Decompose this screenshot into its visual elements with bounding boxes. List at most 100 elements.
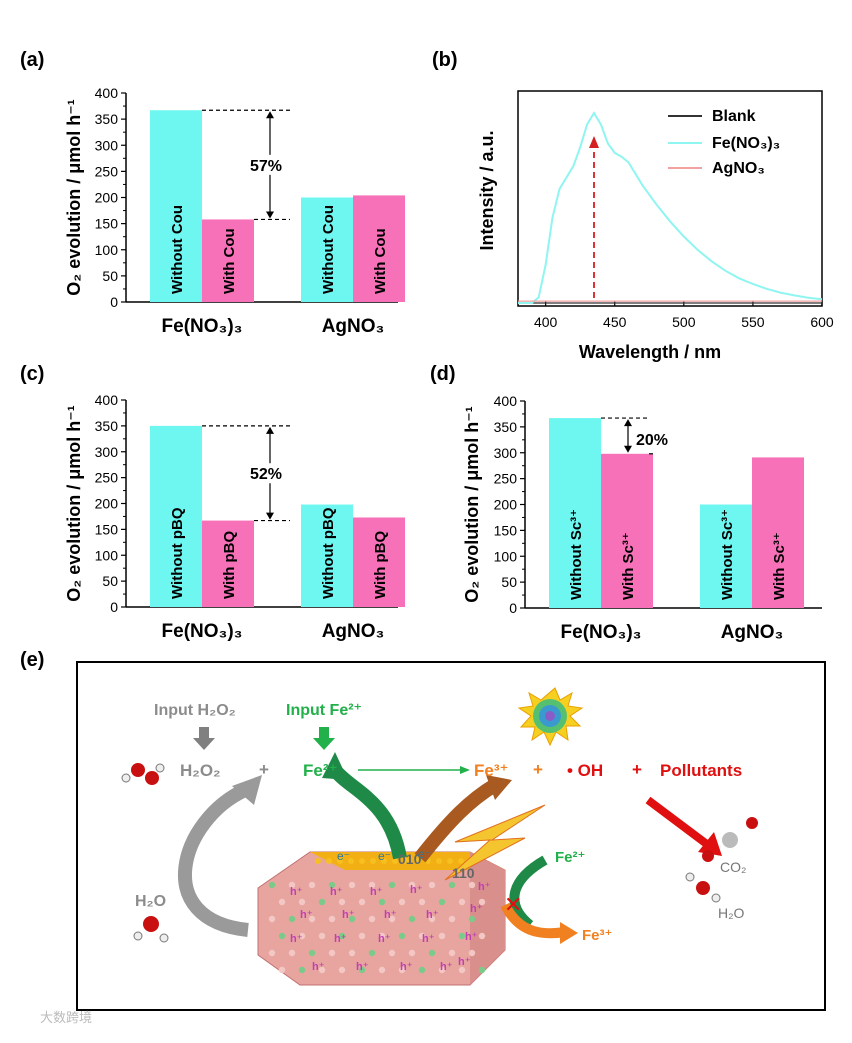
atom-dot bbox=[448, 915, 456, 923]
panel-label-d: (d) bbox=[430, 363, 456, 385]
atom-dot bbox=[448, 949, 456, 957]
electron-label-2: e⁻ bbox=[378, 849, 391, 863]
bar-label: Without Cou bbox=[320, 205, 337, 294]
atom-dot bbox=[288, 915, 296, 923]
y-tick-label: 250 bbox=[95, 470, 119, 486]
x-tick-label: 600 bbox=[810, 314, 834, 330]
atom-dot bbox=[378, 966, 386, 974]
atom-dot bbox=[478, 898, 486, 906]
atom-dot bbox=[318, 898, 326, 906]
h2o-molecule-icon-right bbox=[685, 872, 721, 903]
y-tick-label: 150 bbox=[95, 521, 119, 537]
bar bbox=[301, 197, 353, 302]
bar bbox=[353, 517, 405, 607]
fe2-right-arrow bbox=[509, 855, 548, 929]
annotation-arrowhead bbox=[624, 419, 632, 427]
atom-dot bbox=[308, 915, 316, 923]
annotation-label-bg bbox=[248, 154, 282, 175]
legend-label: Fe(NO₃)₃ bbox=[712, 135, 780, 152]
annotation-arrowhead bbox=[266, 211, 274, 219]
surface-atom-dot bbox=[403, 858, 409, 864]
atom-dot bbox=[468, 915, 476, 923]
annotation-label: 57% bbox=[250, 158, 282, 175]
y-tick-label: 250 bbox=[95, 163, 119, 179]
y-tick-label: 200 bbox=[95, 496, 119, 512]
surface-atom-dot bbox=[326, 858, 332, 864]
bar bbox=[202, 520, 254, 607]
fe3-label: Fe³⁺ bbox=[474, 761, 508, 780]
category-label: Fe(NO₃)₃ bbox=[162, 316, 243, 337]
lightning-icon bbox=[444, 804, 546, 881]
atom-dot bbox=[428, 881, 436, 889]
surface-atom-dot bbox=[315, 858, 321, 864]
atom-dot bbox=[278, 966, 286, 974]
atom-dot bbox=[418, 898, 426, 906]
atom-dot bbox=[418, 966, 426, 974]
panel-label-b: (b) bbox=[432, 49, 458, 71]
atom-dot bbox=[348, 949, 356, 957]
y-tick-label: 50 bbox=[501, 574, 517, 590]
hole-label: h⁺ bbox=[470, 903, 483, 915]
input-fe-arrow bbox=[313, 727, 335, 750]
y-tick-label: 350 bbox=[95, 111, 119, 127]
atom-dot bbox=[398, 898, 406, 906]
bar-label: Without Sc³⁺ bbox=[568, 509, 585, 600]
y-tick-label: 0 bbox=[509, 600, 517, 616]
fe3-right-arrow-head bbox=[560, 922, 578, 944]
hole-label: h⁺ bbox=[400, 961, 413, 973]
sun-icon bbox=[517, 687, 584, 747]
bar bbox=[549, 418, 601, 608]
atom-dot bbox=[368, 915, 376, 923]
hole-label: h⁺ bbox=[334, 933, 347, 945]
x-tick-label: 400 bbox=[534, 314, 558, 330]
atom-dot bbox=[458, 898, 466, 906]
hole-label: h⁺ bbox=[300, 909, 313, 921]
atom-dot bbox=[348, 881, 356, 889]
category-label: Fe(NO₃)₃ bbox=[162, 621, 243, 642]
input-h2o2-arrow bbox=[193, 727, 215, 750]
atom-dot bbox=[448, 881, 456, 889]
atom-dot bbox=[388, 949, 396, 957]
scheme-panel: ✕ bbox=[76, 661, 826, 1011]
hole-label: h⁺ bbox=[422, 933, 435, 945]
hole-label: h⁺ bbox=[312, 961, 325, 973]
bar-label: Without pBQ bbox=[320, 507, 337, 599]
y-axis-title: O₂ evolution / μmol h⁻¹ bbox=[64, 99, 84, 296]
surface-atom-dot bbox=[337, 858, 343, 864]
y-tick-label: 150 bbox=[95, 216, 119, 232]
atom-dot bbox=[478, 966, 486, 974]
bar-label: With Cou bbox=[221, 228, 238, 294]
plus-3: + bbox=[632, 760, 642, 779]
hole-label: h⁺ bbox=[370, 886, 383, 898]
fe2-right-label: Fe²⁺ bbox=[555, 849, 585, 866]
atom-dot bbox=[408, 915, 416, 923]
atom-dot bbox=[348, 915, 356, 923]
atom-dot bbox=[398, 932, 406, 940]
y-tick-label: 400 bbox=[95, 392, 119, 408]
atom-dot bbox=[398, 966, 406, 974]
atom-dot bbox=[368, 881, 376, 889]
y-tick-label: 200 bbox=[494, 497, 518, 513]
bar bbox=[353, 195, 405, 302]
hole-label: h⁺ bbox=[356, 961, 369, 973]
input-fe-label: Input Fe²⁺ bbox=[286, 702, 362, 719]
bar bbox=[150, 425, 202, 607]
atom-dot bbox=[438, 932, 446, 940]
chart-c: 0 50 100 150 200 250 300 350 400 O₂ evolution / μ… bbox=[64, 392, 405, 642]
annotation-arrowhead bbox=[266, 512, 274, 520]
bar-label: Without Sc³⁺ bbox=[719, 509, 736, 600]
bar-label: With Sc³⁺ bbox=[620, 532, 637, 600]
fe3-arrow-head bbox=[486, 775, 512, 800]
atom-dot bbox=[288, 881, 296, 889]
bar-label: With pBQ bbox=[221, 530, 238, 599]
x-tick-label: 550 bbox=[741, 314, 765, 330]
surface-atom-dot bbox=[447, 858, 453, 864]
plus-1: + bbox=[259, 760, 269, 779]
fe2-label: Fe²⁺ bbox=[303, 761, 337, 780]
co2-molecule-icon bbox=[702, 817, 758, 862]
hole-label: h⁺ bbox=[410, 884, 423, 896]
legend-label: Blank bbox=[712, 108, 756, 125]
electron-label-3: e⁻ bbox=[418, 847, 431, 861]
fe2-arrow-head bbox=[322, 752, 348, 780]
panel-label-c: (c) bbox=[20, 363, 44, 385]
